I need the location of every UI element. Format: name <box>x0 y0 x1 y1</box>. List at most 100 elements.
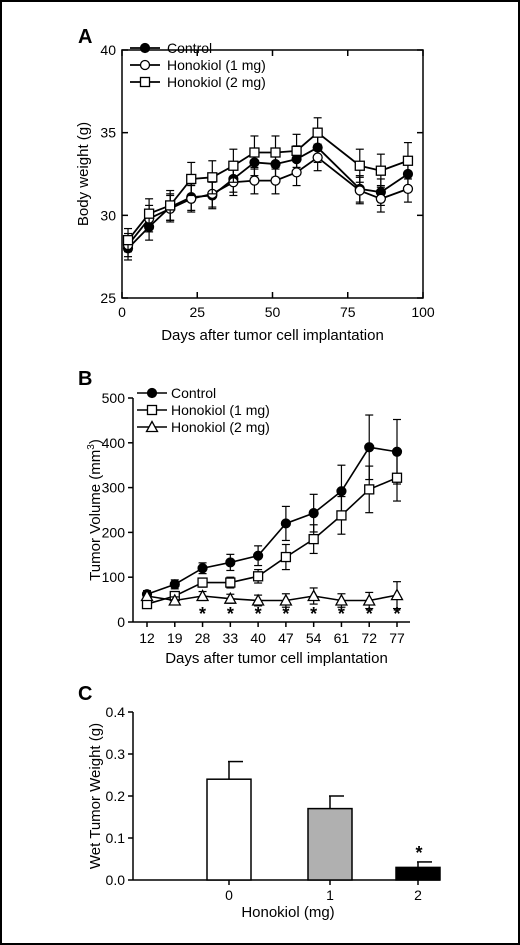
legend-label: Control <box>171 385 216 401</box>
panel-letter-a: A <box>78 26 92 48</box>
data-point <box>362 593 376 606</box>
x-tick-label: 72 <box>361 630 377 646</box>
data-point <box>195 589 210 602</box>
y-tick-label: 100 <box>102 569 126 585</box>
data-point <box>279 593 293 606</box>
data-point <box>207 172 218 183</box>
x-tick-label: 28 <box>195 630 211 646</box>
y-tick-label: 25 <box>100 290 116 306</box>
significance-star: * <box>415 843 422 863</box>
data-point <box>225 577 236 588</box>
x-tick-label: 33 <box>223 630 239 646</box>
x-axis-label: Days after tumor cell implantation <box>165 650 388 667</box>
x-tick-label: 12 <box>139 630 155 646</box>
legend-marker <box>146 387 158 399</box>
significance-star: * <box>282 604 289 624</box>
data-point <box>402 155 414 166</box>
panel-letter-c: C <box>78 683 92 705</box>
y-tick-label: 0.4 <box>106 704 126 720</box>
significance-star: * <box>366 604 373 624</box>
data-point <box>197 577 208 588</box>
data-point <box>270 147 281 158</box>
data-point <box>402 183 414 195</box>
x-axis-label: Honokiol (mg) <box>241 904 334 921</box>
significance-star: * <box>393 604 400 624</box>
data-point <box>336 510 347 521</box>
legend-marker <box>146 404 158 416</box>
x-tick-label: 0 <box>118 304 126 320</box>
series-line <box>146 594 398 602</box>
data-point <box>249 147 260 158</box>
significance-star: * <box>255 604 262 624</box>
bar-0 <box>206 778 252 881</box>
significance-star: * <box>227 604 234 624</box>
data-point <box>252 571 264 582</box>
data-point <box>390 588 404 601</box>
data-point <box>165 200 176 211</box>
data-point <box>280 518 291 529</box>
data-point <box>391 472 403 483</box>
significance-star: * <box>199 604 206 624</box>
panel-letter-b: B <box>78 368 92 390</box>
y-tick-label: 40 <box>100 42 116 58</box>
y-tick-label: 500 <box>102 390 126 406</box>
data-point <box>354 160 365 171</box>
x-tick-label: 100 <box>411 304 435 320</box>
panel-b: B 0 100 200 300 400 500 12 19 28 33 40 47 54 61 72 77Day… <box>78 368 410 667</box>
data-point <box>140 589 154 602</box>
legend-label: Honokiol (1 mg) <box>171 402 270 418</box>
data-point <box>307 589 321 602</box>
series-honokiol-1-mg <box>141 453 403 610</box>
y-axis-label: Tumor Volume (mm3) <box>86 439 104 581</box>
data-point <box>168 593 182 606</box>
legend-label: Control <box>167 40 212 56</box>
legend-marker <box>139 76 151 88</box>
series-control <box>141 414 403 600</box>
series-line <box>146 477 398 605</box>
significance-star: * <box>338 604 345 624</box>
data-point <box>122 234 134 246</box>
data-point <box>375 193 387 204</box>
x-tick-label: 0 <box>225 887 233 903</box>
y-tick-label: 0.2 <box>106 788 126 804</box>
data-point <box>354 185 365 196</box>
y-tick-label: 35 <box>100 125 116 141</box>
y-tick-label: 400 <box>102 435 126 451</box>
data-point <box>223 591 237 604</box>
y-tick-label: 300 <box>102 480 126 496</box>
x-tick-label: 54 <box>306 630 322 646</box>
data-point <box>364 442 375 453</box>
data-point <box>225 557 236 568</box>
y-tick-label: 0.1 <box>106 830 126 846</box>
y-tick-label: 0.0 <box>106 872 126 888</box>
x-tick-label: 75 <box>340 304 356 320</box>
bar-1 <box>307 807 353 881</box>
x-tick-label: 1 <box>326 887 334 903</box>
data-point <box>364 484 375 495</box>
legend-label: Honokiol (1 mg) <box>167 57 266 73</box>
y-tick-label: 30 <box>100 207 116 223</box>
data-point <box>375 165 387 176</box>
bar-2 <box>395 866 441 881</box>
data-point <box>169 579 180 590</box>
series-honokiol-2-mg <box>122 117 414 253</box>
data-point <box>251 593 265 606</box>
x-tick-label: 47 <box>278 630 294 646</box>
y-tick-label: 0 <box>117 614 125 630</box>
x-tick-label: 77 <box>389 630 405 646</box>
x-tick-label: 2 <box>414 887 422 903</box>
data-point <box>186 173 197 185</box>
panel-c: C 0.0 0.1 0.2 0.3 0.4 0 1 2 Honokiol (mg) Wet Tumo… <box>78 683 441 921</box>
data-point <box>280 551 292 563</box>
data-point <box>143 208 155 219</box>
series-line <box>127 131 409 241</box>
legend-label: Honokiol (2 mg) <box>171 419 270 435</box>
data-point <box>308 533 319 545</box>
data-point <box>249 175 260 186</box>
legend-label: Honokiol (2 mg) <box>167 74 266 90</box>
data-point <box>291 145 302 157</box>
x-axis-label: Days after tumor cell implantation <box>161 327 384 344</box>
legend-marker <box>139 42 151 54</box>
